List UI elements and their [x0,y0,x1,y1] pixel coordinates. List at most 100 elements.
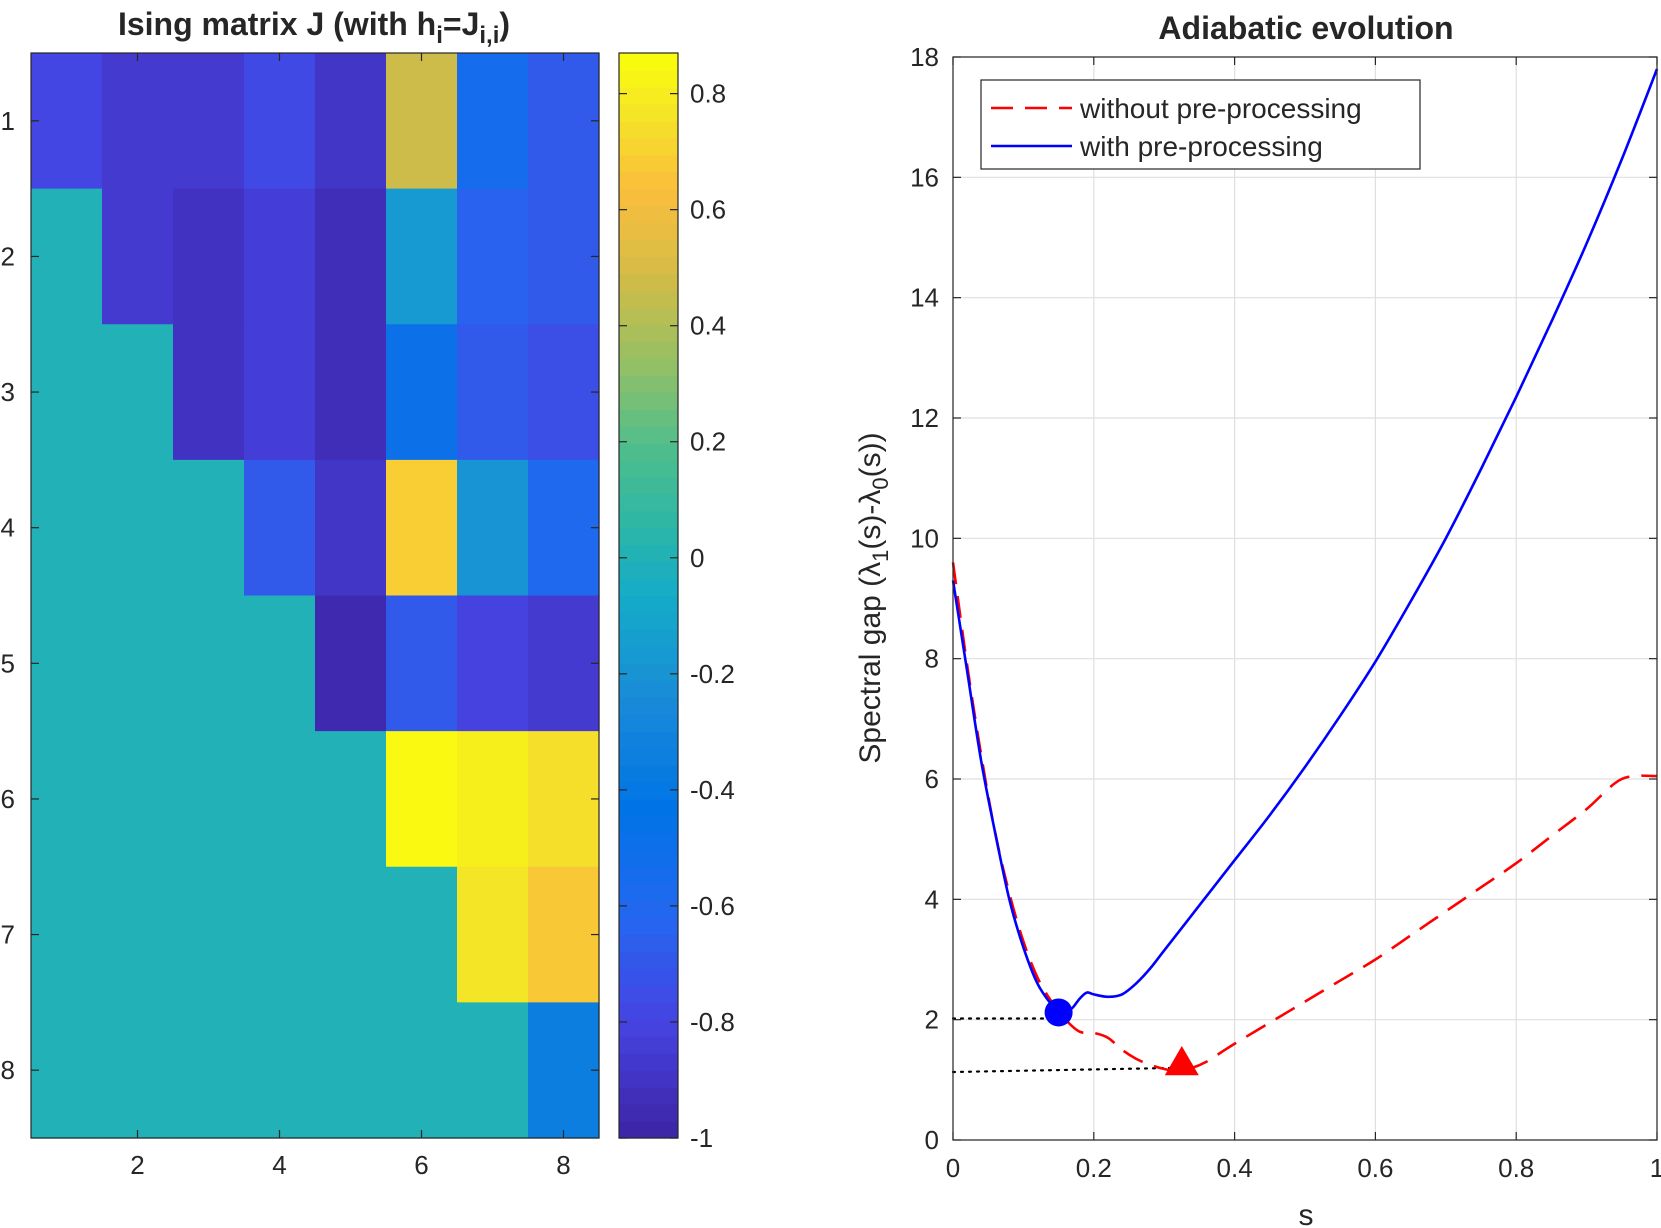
heatmap-cell-4-2 [102,459,174,597]
lineplot-y-tick-label: 18 [910,42,939,72]
heatmap-cell-4-1 [31,459,103,597]
colorbar-band [619,375,678,393]
colorbar-band [619,1121,678,1139]
heatmap-cell-6-2 [102,731,174,868]
colorbar-band [619,917,678,936]
heatmap-cell-1-5 [315,53,387,190]
heatmap-cell-3-7 [457,324,529,461]
heatmap-cell-8-2 [102,1002,174,1139]
lineplot-y-ticks: 0 2 4 6 8 10 12 14 16 18 [910,42,1657,1155]
colorbar-band [619,951,678,970]
colorbar-band [619,392,678,410]
colorbar-band [619,1087,678,1105]
colorbar-band [619,256,678,274]
heatmap-cell-6-4 [244,731,316,868]
colorbar-band [619,527,678,546]
colorbar-band [619,1002,678,1020]
heatmap-cell-3-4 [244,324,316,461]
heatmap-cell-6-6 [386,731,458,868]
heatmap-cell-5-2 [102,595,174,732]
lineplot-y-tick-label: 0 [925,1125,939,1155]
colorbar-band [619,968,678,987]
heatmap-cell-4-4 [244,459,316,597]
heatmap-cell-2-7 [457,188,529,325]
colorbar-band [619,680,678,698]
heatmap-cell-8-5 [315,1002,387,1139]
heatmap-cells [31,53,600,1139]
heatmap-cell-5-4 [244,595,316,732]
heatmap-cell-6-7 [457,731,529,868]
colorbar-band [619,765,678,783]
heatmap-cell-2-2 [102,188,174,325]
without-min-dotted-line [951,1066,1183,1074]
heatmap-cell-8-7 [457,1002,529,1139]
ising-heatmap: Ising matrix J (with hi=Ji,i) 2 4 6 8 1 2 3 4 5… [1,6,600,1180]
heatmap-cell-3-5 [315,324,387,461]
heatmap-y-tick-label: 7 [1,920,15,950]
colorbar-band [619,697,678,715]
heatmap-cell-7-8 [528,866,600,1003]
lineplot-x-tick-label: 0 [946,1153,960,1183]
lineplot-y-tick-label: 4 [925,884,939,914]
heatmap-cell-8-6 [386,1002,458,1139]
heatmap-cell-3-1 [31,324,103,461]
colorbar-band [619,358,678,376]
lineplot-x-tick-label: 0.6 [1357,1153,1393,1183]
colorbar-band [619,798,678,817]
colorbar-tick-label: -0.4 [690,775,735,805]
colorbar-band [619,561,678,580]
without-pre-processing-min [1164,1045,1199,1076]
colorbar-band [619,1036,678,1054]
colorbar-band [619,1104,678,1122]
heatmap-cell-5-8 [528,595,600,732]
heatmap-y-tick-label: 4 [1,513,15,543]
colorbar-band [619,629,678,647]
heatmap-cell-4-3 [173,459,245,597]
colorbar-band [619,832,678,851]
colorbar-band [619,171,678,190]
colorbar-band [619,120,678,139]
colorbar-band [619,1070,678,1088]
lineplot-y-tick-label: 16 [910,162,939,192]
heatmap-cell-7-6 [386,866,458,1003]
colorbar-band [619,1053,678,1071]
colorbar-tick-label: -0.8 [690,1007,735,1037]
heatmap-title: Ising matrix J (with hi=Ji,i) [118,6,510,49]
heatmap-cell-8-1 [31,1002,103,1139]
min-markers [1044,998,1199,1076]
colorbar-band [619,205,678,224]
lineplot-y-tick-label: 12 [910,403,939,433]
colorbar-tick-label: 0 [690,543,704,573]
colorbar-band [619,103,678,122]
colorbar-tick-label: 0.8 [690,79,726,109]
y-axis-label: Spectral gap (λ1(s)-λ0(s)) [854,432,893,763]
colorbar-band [619,815,678,834]
colorbar-band [619,137,678,156]
heatmap-cell-6-1 [31,731,103,868]
colorbar-band [619,154,678,173]
colorbar-band [619,341,678,359]
x-axis-label: s [1299,1199,1314,1228]
colorbar-band [619,425,678,444]
legend-box [980,79,1421,170]
heatmap-cell-3-3 [173,324,245,461]
heatmap-cell-1-3 [173,53,245,190]
heatmap-cell-1-2 [102,53,174,190]
heatmap-cell-2-5 [315,188,387,325]
heatmap-frame [30,52,600,1139]
heatmap-cell-5-6 [386,595,458,732]
heatmap-cell-5-1 [31,595,103,732]
colorbar-tick-label: -0.6 [690,891,735,921]
colorbar-band [619,86,678,105]
heatmap-x-tick-label: 8 [556,1150,570,1180]
heatmap-cell-5-5 [315,595,387,732]
colorbar-band [619,273,678,291]
heatmap-y-ticks: 1 2 3 4 5 6 7 8 [1,106,599,1085]
heatmap-cell-2-3 [173,188,245,325]
colorbar-band [619,934,678,953]
heatmap-cell-7-1 [31,866,103,1003]
heatmap-y-tick-label: 2 [1,241,15,271]
colorbar-band [619,53,678,71]
lineplot-y-tick-label: 2 [925,1005,939,1035]
colorbar-band [619,69,678,88]
